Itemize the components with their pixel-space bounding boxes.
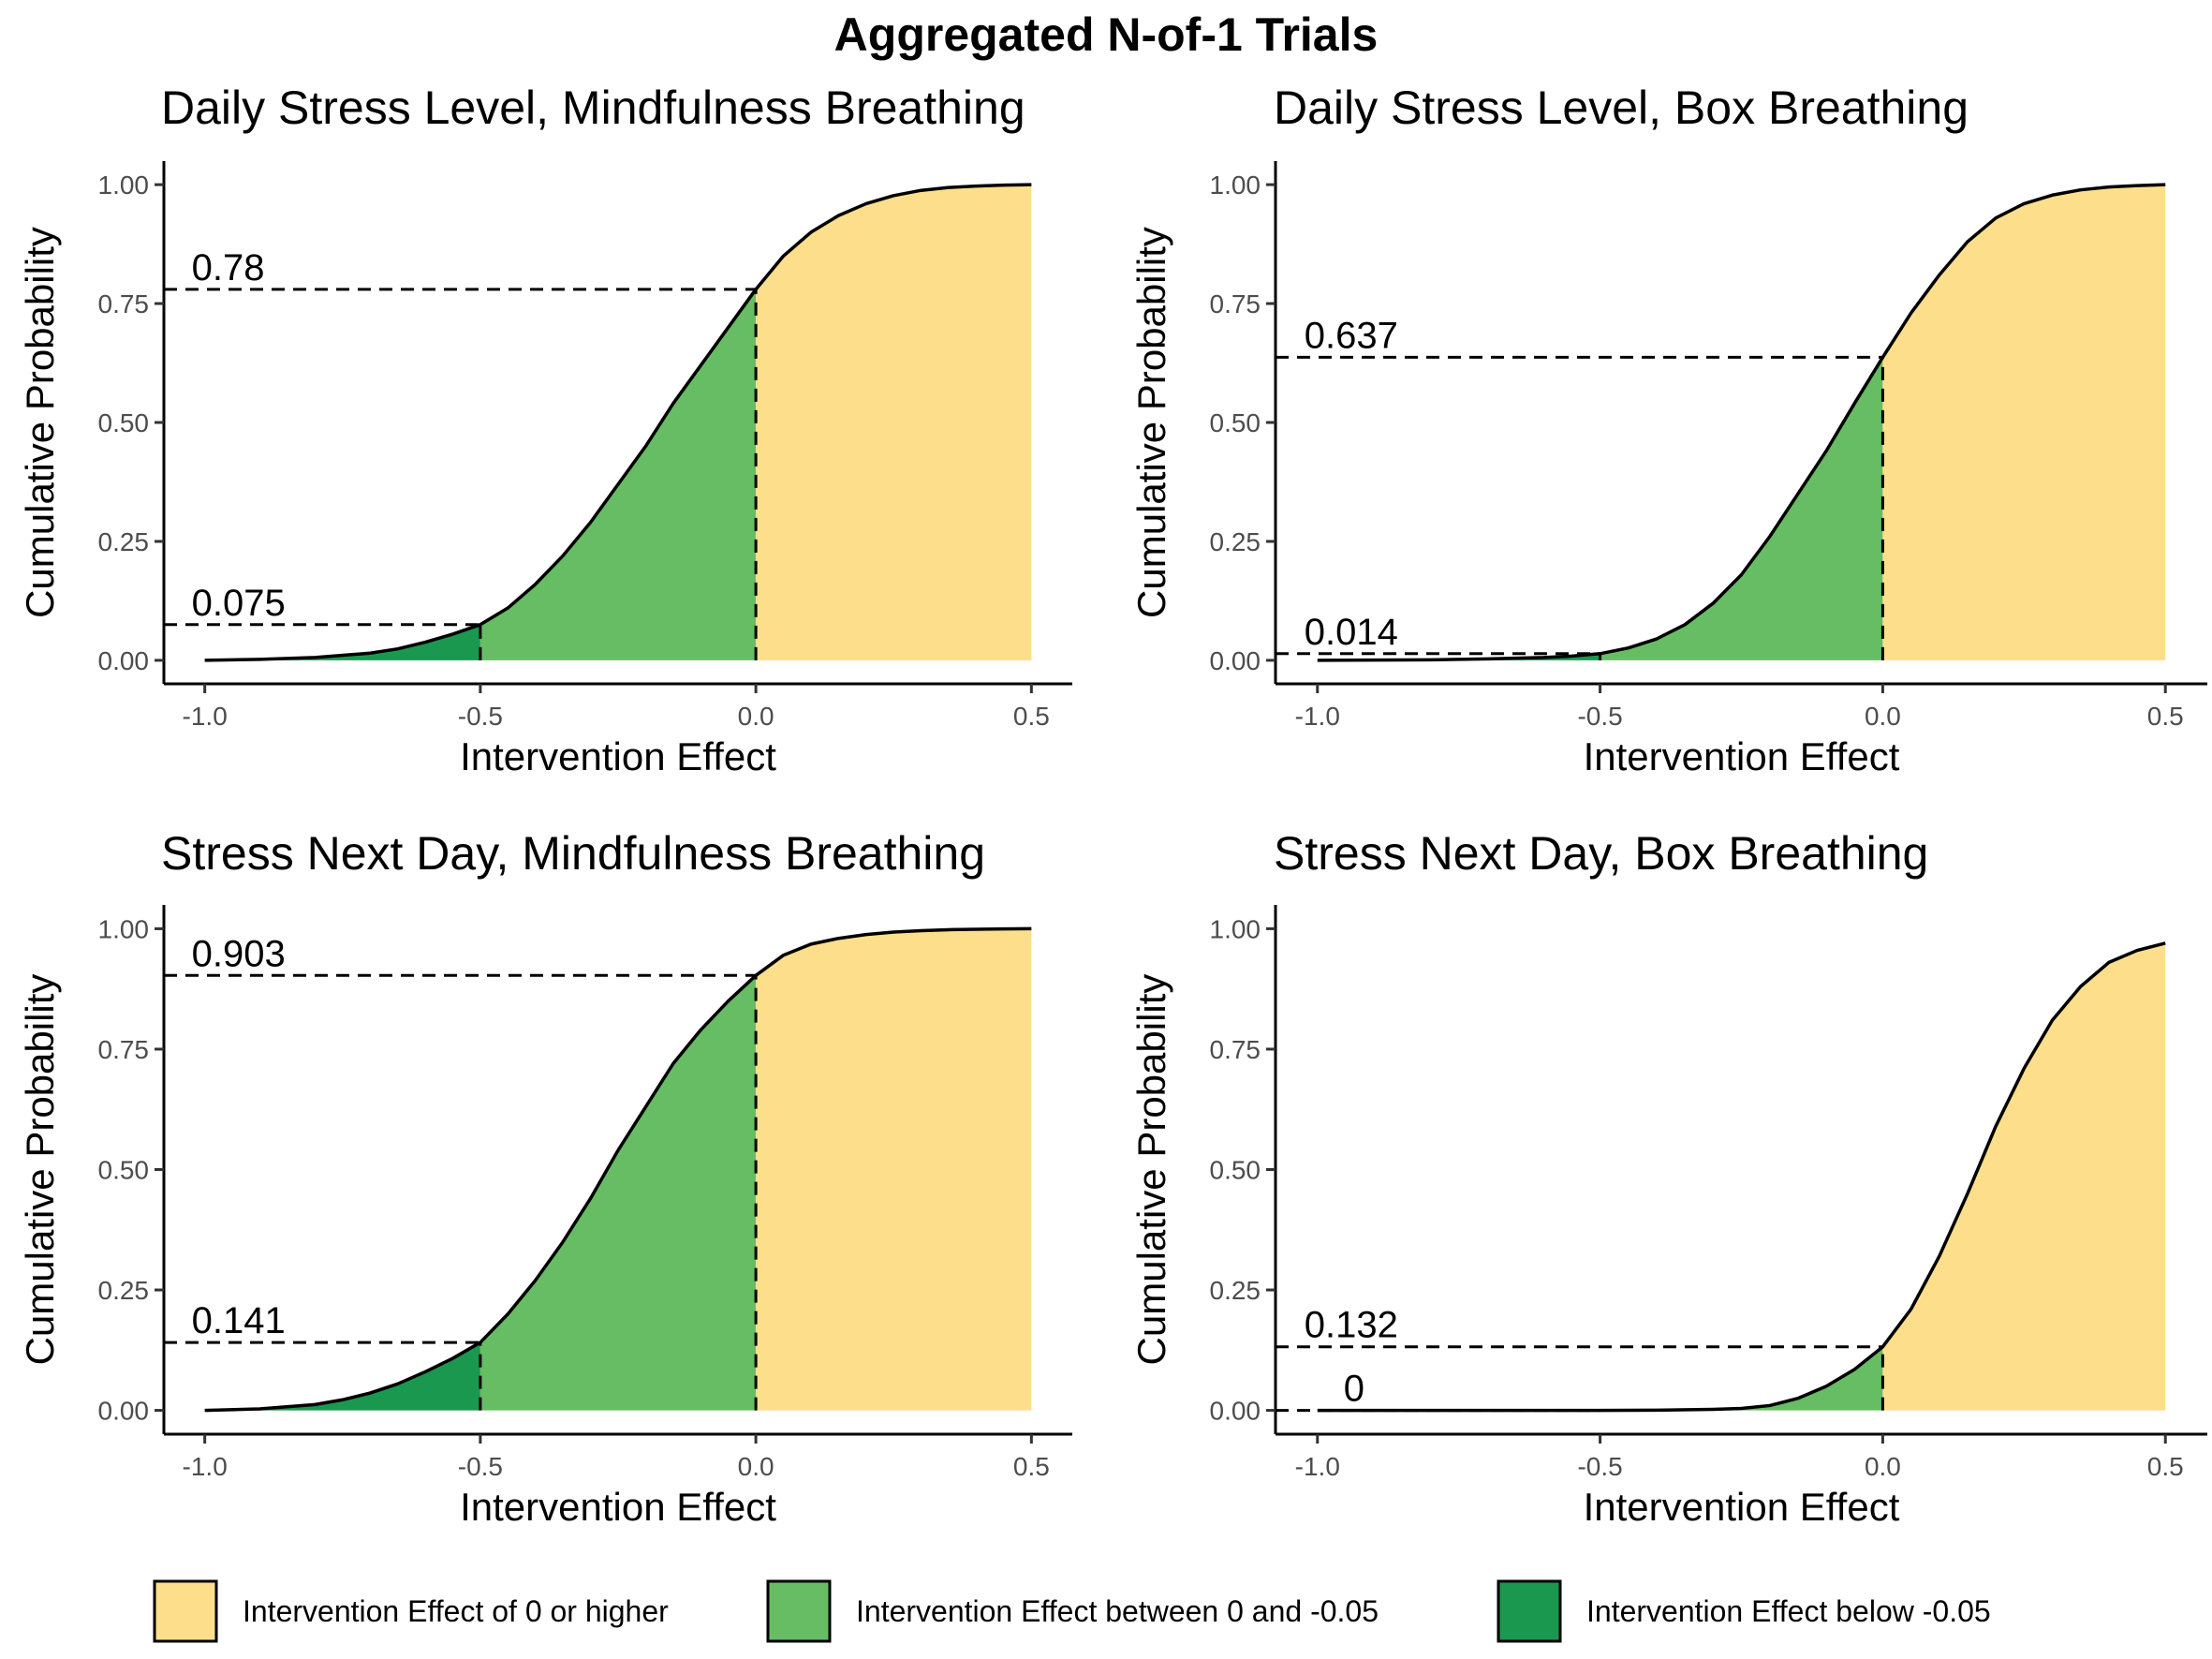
x-axis-title: Intervention Effect bbox=[1584, 1485, 1900, 1529]
y-tick-label: 0.75 bbox=[1210, 289, 1261, 318]
annotation-label: 0.78 bbox=[192, 247, 265, 289]
x-axis-title: Intervention Effect bbox=[460, 734, 776, 778]
legend-swatch bbox=[153, 1579, 218, 1643]
y-tick-label: 0.25 bbox=[1210, 1276, 1261, 1305]
legend-swatch bbox=[1497, 1579, 1562, 1643]
y-tick-label: 1.00 bbox=[98, 914, 150, 943]
panel-title: Daily Stress Level, Mindfulness Breathin… bbox=[161, 81, 1025, 134]
panel-title: Daily Stress Level, Box Breathing bbox=[1274, 81, 1969, 134]
y-tick-label: 0.50 bbox=[1210, 408, 1261, 437]
x-tick-label: -0.5 bbox=[1577, 702, 1622, 731]
legend-swatch bbox=[766, 1579, 832, 1643]
y-axis-title: Cumulative Probability bbox=[1129, 227, 1173, 618]
y-tick-label: 1.00 bbox=[1210, 170, 1261, 200]
x-tick-label: 0.0 bbox=[738, 1452, 774, 1481]
cdf-line bbox=[204, 926, 1032, 1413]
x-tick-label: 0.0 bbox=[1865, 702, 1901, 731]
x-tick-label: -0.5 bbox=[458, 1452, 503, 1481]
x-axis-title: Intervention Effect bbox=[1584, 734, 1900, 778]
legend: Intervention Effect of 0 or higher Interv… bbox=[153, 1579, 1991, 1643]
y-tick-label: 0.50 bbox=[98, 1156, 150, 1185]
y-tick-label: 0.25 bbox=[98, 527, 150, 556]
y-tick-label: 0.75 bbox=[98, 289, 150, 318]
area-below-threshold bbox=[204, 1342, 480, 1411]
area-zero-or-higher bbox=[1882, 942, 2166, 1411]
annotation-label: 0.014 bbox=[1305, 612, 1398, 653]
x-tick-label: -1.0 bbox=[1295, 1452, 1340, 1481]
x-tick-label: 0.5 bbox=[1013, 702, 1050, 731]
legend-label: Intervention Effect between 0 and -0.05 bbox=[856, 1594, 1379, 1628]
x-tick-label: -0.5 bbox=[1577, 1452, 1622, 1481]
panel-1: 0.78 0.075 0.00 0.25 0.50 0.75 1.00 -1.0 -0.5 0.0… bbox=[18, 81, 1072, 778]
y-axis-title: Cumulative Probability bbox=[1129, 974, 1173, 1366]
panel-title: Stress Next Day, Box Breathing bbox=[1274, 827, 1928, 880]
area-between-thresholds bbox=[479, 289, 757, 660]
legend-label: Intervention Effect of 0 or higher bbox=[243, 1594, 669, 1628]
panel-3: 0.903 0.141 0.00 0.25 0.50 0.75 1.00 -1.0 -0.5 0.… bbox=[18, 827, 1072, 1529]
x-tick-label: -1.0 bbox=[183, 1452, 228, 1481]
y-tick-label: 0.50 bbox=[98, 408, 150, 437]
y-tick-label: 1.00 bbox=[1210, 914, 1261, 943]
legend-item: Intervention Effect of 0 or higher bbox=[153, 1579, 669, 1643]
area-between-thresholds bbox=[1600, 1346, 1883, 1411]
area-below-threshold bbox=[204, 624, 480, 660]
x-tick-label: 0.5 bbox=[2147, 702, 2184, 731]
x-tick-label: 0.5 bbox=[1013, 1452, 1050, 1481]
area-zero-or-higher bbox=[1882, 185, 2166, 660]
y-tick-label: 1.00 bbox=[98, 170, 150, 200]
y-tick-label: 0.25 bbox=[1210, 527, 1261, 556]
y-axis-title: Cumulative Probability bbox=[18, 974, 62, 1366]
y-tick-label: 0.00 bbox=[98, 1397, 150, 1426]
cdf-line bbox=[1317, 183, 2166, 662]
annotation-label: 0.141 bbox=[192, 1300, 286, 1341]
legend-item: Intervention Effect below -0.05 bbox=[1497, 1579, 1991, 1643]
x-tick-label: 0.0 bbox=[1865, 1452, 1901, 1481]
x-tick-label: 0.0 bbox=[738, 702, 774, 731]
panel-4: 0.132 0 0.00 0.25 0.50 0.75 1.00 -1.0 -0.5 0.0 0.5… bbox=[1129, 827, 2207, 1529]
legend-label: Intervention Effect below -0.05 bbox=[1586, 1594, 1991, 1628]
legend-item: Intervention Effect between 0 and -0.05 bbox=[766, 1579, 1379, 1643]
y-tick-label: 0.75 bbox=[1210, 1035, 1261, 1064]
x-tick-label: 0.5 bbox=[2147, 1452, 2184, 1481]
figure-title: Aggregated N-of-1 Trials bbox=[834, 8, 1379, 61]
y-tick-label: 0.00 bbox=[1210, 646, 1261, 675]
y-tick-label: 0.00 bbox=[1210, 1397, 1261, 1426]
area-zero-or-higher bbox=[756, 185, 1032, 660]
y-tick-label: 0.50 bbox=[1210, 1156, 1261, 1185]
cdf-line bbox=[204, 183, 1032, 662]
area-zero-or-higher bbox=[756, 928, 1032, 1411]
y-tick-label: 0.00 bbox=[98, 646, 150, 675]
x-tick-label: -1.0 bbox=[183, 702, 228, 731]
y-tick-label: 0.25 bbox=[98, 1276, 150, 1305]
panel-2: 0.637 0.014 0.00 0.25 0.50 0.75 1.00 -1.0 -0.5 0.… bbox=[1129, 81, 2207, 778]
y-tick-label: 0.75 bbox=[98, 1035, 150, 1064]
x-axis-title: Intervention Effect bbox=[460, 1485, 776, 1529]
annotation-label: 0 bbox=[1344, 1369, 1364, 1410]
annotation-label: 0.132 bbox=[1305, 1305, 1398, 1346]
annotation-label: 0.903 bbox=[192, 933, 286, 974]
annotation-label: 0.637 bbox=[1305, 315, 1398, 356]
annotation-label: 0.075 bbox=[192, 583, 286, 624]
x-tick-label: -0.5 bbox=[458, 702, 503, 731]
y-axis-title: Cumulative Probability bbox=[18, 227, 62, 618]
area-between-thresholds bbox=[1600, 357, 1883, 660]
x-tick-label: -1.0 bbox=[1295, 702, 1340, 731]
panel-title: Stress Next Day, Mindfulness Breathing bbox=[161, 827, 985, 880]
area-between-thresholds bbox=[479, 975, 757, 1411]
